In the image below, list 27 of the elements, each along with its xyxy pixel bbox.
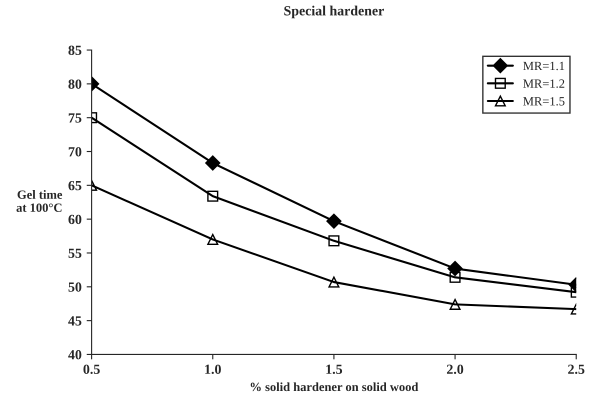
y-axis-title: Gel time at 100°C	[16, 190, 62, 212]
point	[328, 276, 340, 288]
legend-label: MR=1.2	[523, 79, 564, 88]
y-tick-label: 75	[68, 113, 82, 123]
x-tick-label: 2.0	[446, 364, 464, 374]
x-tick-label: 1.5	[326, 364, 342, 374]
x-axis-title: % solid hardener on solid wood	[250, 382, 418, 392]
y-tick-label: 70	[68, 147, 82, 156]
y-tick-label: 60	[68, 214, 82, 224]
x-tick-label: 1.0	[205, 364, 221, 374]
y-tick-label: 80	[68, 79, 82, 89]
point	[207, 234, 218, 246]
y-tick-label: 65	[68, 180, 82, 190]
y-tick-label: 55	[68, 248, 82, 258]
x-tick-label: 0.5	[83, 364, 100, 374]
y-tick-label: 85	[68, 46, 82, 55]
legend-label: MR=1.5	[523, 97, 564, 106]
y-tick-label: 50	[68, 282, 82, 292]
point	[326, 214, 342, 229]
legend-label: MR=1.1	[523, 62, 564, 70]
x-tick-label: 2.5	[568, 364, 584, 374]
y-tick-label: 40	[68, 350, 82, 360]
y-tick-label: 45	[68, 316, 82, 326]
chart-title: Special hardener	[284, 6, 384, 18]
point	[328, 235, 340, 246]
point	[207, 190, 218, 202]
point	[205, 155, 220, 171]
